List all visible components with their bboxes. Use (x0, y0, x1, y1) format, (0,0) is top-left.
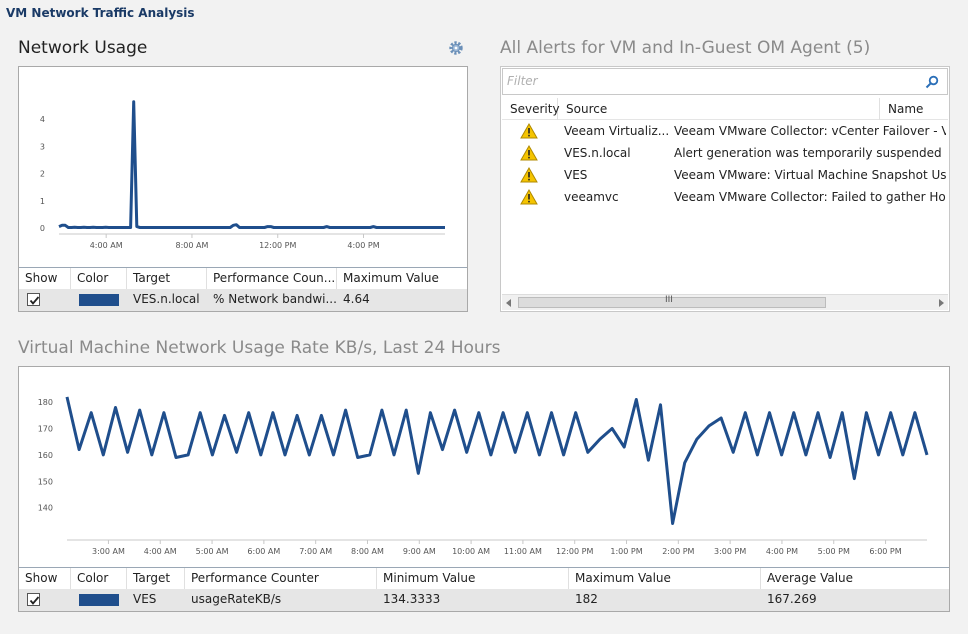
scroll-left-icon[interactable] (506, 299, 512, 307)
x-tick-label: 4:00 PM (766, 547, 798, 556)
vm-usage-panel: 140 150 160 170 180 3:00 AM 4:00 AM 5:00 AM 6:00… (18, 366, 950, 612)
search-icon[interactable] (925, 75, 939, 89)
scroll-thumb[interactable]: III (518, 295, 826, 308)
warning-icon (520, 145, 538, 161)
x-tick-label: 4:00 AM (144, 547, 177, 556)
network-usage-title: Network Usage (18, 38, 148, 58)
filter-input[interactable]: Filter (502, 68, 948, 95)
column-performance-counter[interactable]: Performance Coun... (207, 268, 337, 289)
alerts-grid-header: Severity Source Name (502, 98, 948, 120)
alert-name: Veeam VMware: Virtual Machine Snapshot U… (674, 168, 946, 182)
x-tick-label: 6:00 PM (869, 547, 901, 556)
x-tick-label: 3:00 AM (92, 547, 125, 556)
list-item[interactable]: veeamvc Veeam VMware Collector: Failed t… (502, 187, 948, 209)
y-tick-label: 3 (40, 142, 45, 151)
x-tick-label: 5:00 PM (818, 547, 850, 556)
series-line (65, 396, 929, 525)
network-usage-panel: 0 1 2 3 4 4:00 AM 8:00 AM 12:00 PM 4:00 PM Show … (18, 66, 468, 312)
y-tick-label: 160 (38, 451, 53, 460)
vm-usage-title: Virtual Machine Network Usage Rate KB/s,… (18, 338, 501, 358)
x-tick-label: 6:00 AM (247, 547, 280, 556)
x-tick-label: 7:00 AM (299, 547, 332, 556)
network-usage-grid-header: Show Color Target Performance Coun... Ma… (19, 267, 467, 289)
window-title: VM Network Traffic Analysis (6, 6, 195, 20)
y-tick-label: 0 (40, 224, 45, 233)
warning-icon (520, 189, 538, 205)
column-target[interactable]: Target (127, 568, 185, 589)
alert-source: VES (564, 168, 588, 182)
vm-usage-grid-header: Show Color Target Performance Counter Mi… (19, 567, 949, 589)
x-tick-label: 1:00 PM (610, 547, 642, 556)
alert-source: veeamvc (564, 190, 619, 204)
column-show[interactable]: Show (19, 268, 71, 289)
target-cell: VES.n.local (133, 292, 200, 306)
alert-source: VES.n.local (564, 146, 631, 160)
column-maximum-value[interactable]: Maximum Value (343, 271, 439, 285)
series-line (58, 100, 445, 229)
gear-icon[interactable] (448, 40, 464, 56)
max-value-cell: 182 (575, 592, 598, 606)
series-color-swatch (79, 294, 119, 306)
column-severity[interactable]: Severity (502, 98, 560, 120)
x-tick-label: 12:00 PM (259, 241, 296, 250)
alert-source: Veeam Virtualiz... (564, 124, 668, 138)
target-cell: VES (133, 592, 157, 606)
y-tick-label: 170 (38, 425, 53, 434)
column-color[interactable]: Color (71, 568, 127, 589)
alert-name: Alert generation was temporarily suspend… (674, 146, 946, 160)
column-name[interactable]: Name (888, 102, 924, 116)
list-item[interactable]: VES Veeam VMware: Virtual Machine Snapsh… (502, 165, 948, 187)
vm-usage-chart: 140 150 160 170 180 3:00 AM 4:00 AM 5:00 AM 6:00… (38, 396, 929, 556)
x-tick-label: 10:00 AM (452, 547, 490, 556)
column-average-value[interactable]: Average Value (767, 571, 854, 585)
alert-name: Veeam VMware Collector: Failed to gather… (674, 190, 946, 204)
counter-cell: % Network bandwi... (213, 292, 337, 306)
max-value-cell: 4.64 (343, 292, 370, 306)
x-tick-label: 5:00 AM (196, 547, 229, 556)
counter-cell: usageRateKB/s (191, 592, 282, 606)
column-performance-counter[interactable]: Performance Counter (185, 568, 377, 589)
x-tick-label: 12:00 PM (556, 547, 593, 556)
x-tick-label: 8:00 AM (176, 241, 209, 250)
network-usage-chart: 0 1 2 3 4 4:00 AM 8:00 AM 12:00 PM 4:00 PM (40, 100, 445, 250)
list-item[interactable]: Veeam Virtualiz... Veeam VMware Collecto… (502, 121, 948, 143)
x-tick-label: 2:00 PM (662, 547, 694, 556)
x-tick-label: 9:00 AM (403, 547, 436, 556)
column-minimum-value[interactable]: Minimum Value (377, 568, 569, 589)
x-tick-label: 8:00 AM (351, 547, 384, 556)
scroll-right-icon[interactable] (938, 299, 944, 307)
x-tick-label: 4:00 PM (347, 241, 379, 250)
filter-placeholder: Filter (507, 74, 538, 88)
warning-icon (520, 167, 538, 183)
warning-icon (520, 123, 538, 139)
y-tick-label: 2 (40, 170, 45, 179)
x-tick-label: 3:00 PM (714, 547, 746, 556)
show-checkbox[interactable] (27, 593, 40, 606)
y-tick-label: 150 (38, 477, 53, 486)
show-checkbox[interactable] (27, 293, 40, 306)
x-tick-label: 11:00 AM (504, 547, 542, 556)
y-tick-label: 1 (40, 197, 45, 206)
alert-name: Veeam VMware Collector: vCenter Failover… (674, 124, 946, 138)
y-tick-label: 4 (40, 115, 45, 124)
alerts-title: All Alerts for VM and In-Guest OM Agent … (500, 38, 871, 58)
series-color-swatch (79, 594, 119, 606)
scroll-grip: III (665, 295, 673, 305)
column-show[interactable]: Show (19, 568, 71, 589)
list-item[interactable]: VES.n.local Alert generation was tempora… (502, 143, 948, 165)
min-value-cell: 134.3333 (383, 592, 441, 606)
x-tick-label: 4:00 AM (90, 241, 123, 250)
column-maximum-value[interactable]: Maximum Value (569, 568, 761, 589)
table-row[interactable]: VES.n.local % Network bandwi... 4.64 (19, 289, 467, 311)
table-row[interactable]: VES usageRateKB/s 134.3333 182 167.269 (19, 589, 949, 611)
y-tick-label: 140 (38, 504, 53, 513)
horizontal-scrollbar[interactable]: III (502, 294, 948, 310)
avg-value-cell: 167.269 (767, 592, 817, 606)
column-target[interactable]: Target (127, 268, 207, 289)
y-tick-label: 180 (38, 398, 53, 407)
column-color[interactable]: Color (71, 268, 127, 289)
column-source[interactable]: Source (558, 98, 880, 120)
